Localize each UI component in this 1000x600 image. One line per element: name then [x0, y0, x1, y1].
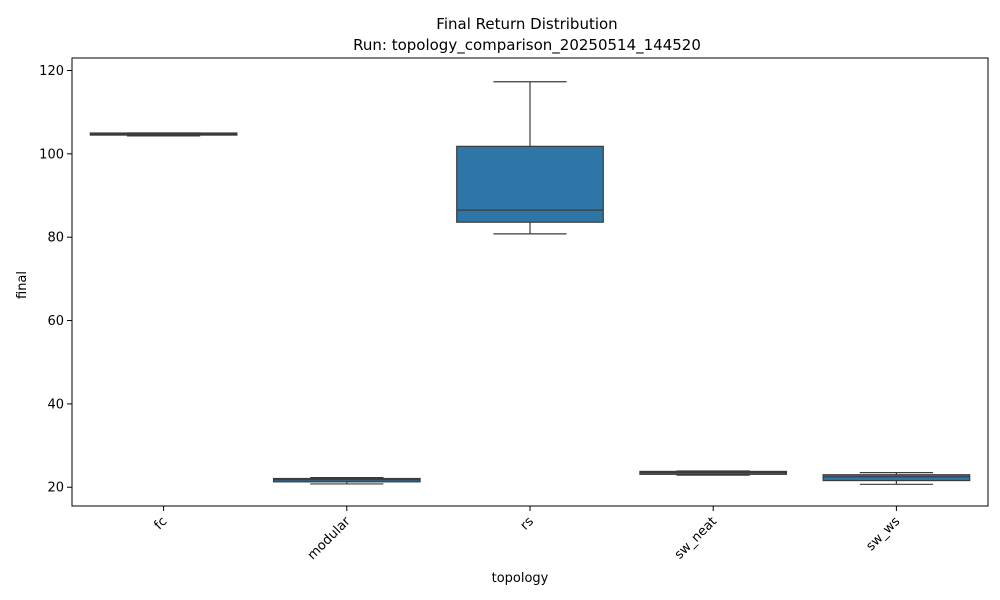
x-axis-label: topology: [492, 571, 549, 586]
y-ticks-layer: 20 40 60 80 100 120: [39, 64, 72, 496]
chart-subtitle: Run: topology_comparison_20250514_144520: [353, 36, 701, 55]
box-sw-ws: [822, 472, 971, 485]
box-iqr: [822, 474, 971, 482]
chart-title: Final Return Distribution: [436, 15, 617, 33]
y-tick-label: 20: [47, 481, 64, 496]
boxes-layer: [89, 81, 971, 485]
box-sw-neat: [639, 470, 788, 476]
y-tick-label: 40: [47, 397, 64, 412]
y-tick-label: 60: [47, 314, 64, 329]
y-tick-label: 120: [39, 64, 64, 79]
y-tick-label: 100: [39, 147, 64, 162]
box-iqr: [456, 145, 604, 223]
box-fc: [89, 132, 238, 137]
y-axis-label: final: [15, 271, 30, 299]
y-tick-label: 80: [47, 231, 64, 246]
box-modular: [272, 477, 421, 485]
box-rs: [456, 81, 604, 235]
plot-area-frame: [71, 57, 989, 507]
